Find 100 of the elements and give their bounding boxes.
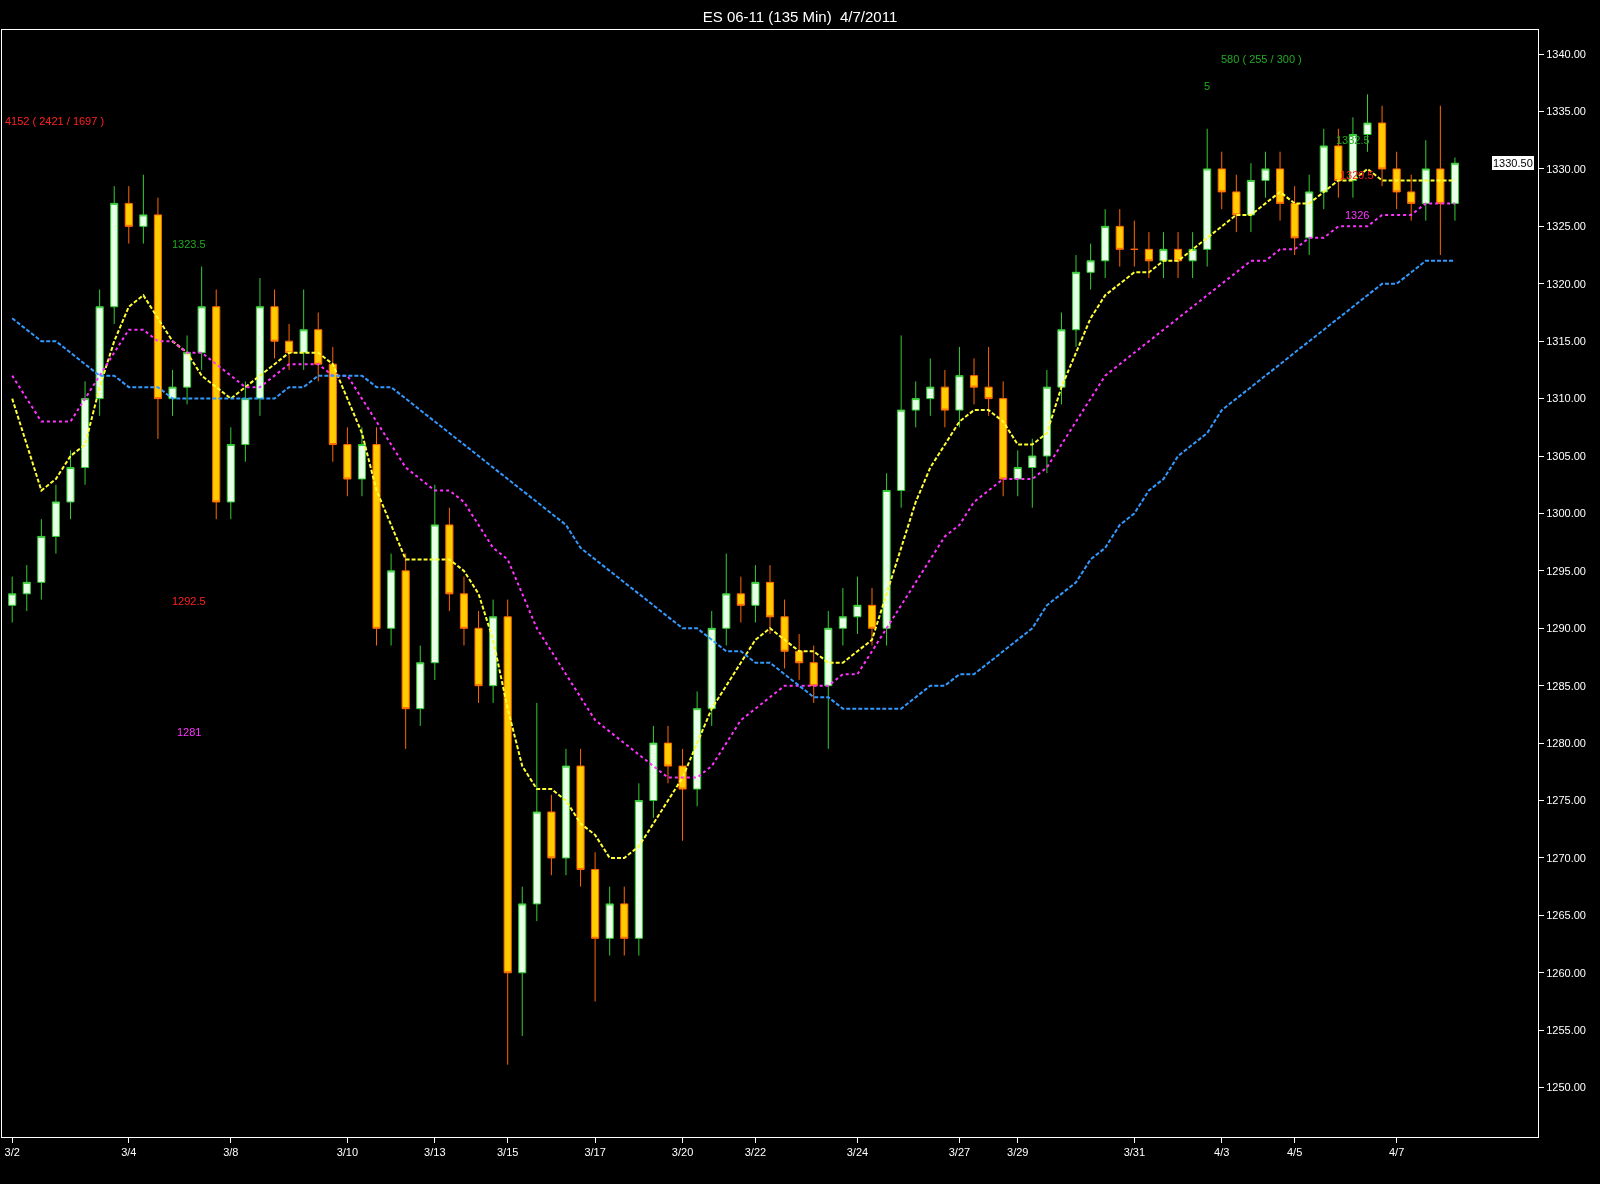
- y-tick-label: 1290.00: [1546, 622, 1586, 635]
- candlestick: [241, 380, 250, 463]
- text: 1330.50: [1493, 157, 1533, 169]
- annotation: 4152 ( 2421 / 1697 ): [5, 115, 105, 127]
- candlestick: [984, 346, 993, 417]
- y-tick-label: 1315.00: [1546, 335, 1586, 348]
- candlestick: [226, 426, 235, 520]
- candlestick: [1407, 174, 1416, 222]
- annotation: 1326: [1345, 209, 1370, 221]
- line-series: [11, 167, 1456, 859]
- x-tick-label: 3/4: [121, 1146, 137, 1159]
- x-tick-label: 3/8: [223, 1146, 239, 1159]
- candlestick: [824, 610, 833, 750]
- candlestick: [153, 197, 162, 440]
- x-tick-label: 4/7: [1388, 1146, 1405, 1159]
- candlestick: [22, 564, 31, 612]
- candlestick: [314, 311, 323, 382]
- candlestick: [999, 380, 1008, 497]
- candlestick: [853, 576, 862, 635]
- candlestick: [649, 725, 658, 819]
- candlestick: [416, 645, 425, 727]
- candlestick: [532, 702, 541, 922]
- x-tick-label: 3/31: [1123, 1146, 1146, 1159]
- candlestick: [576, 748, 585, 888]
- candlestick: [66, 449, 75, 520]
- candlestick: [168, 369, 177, 417]
- x-tick-label: 3/17: [584, 1146, 606, 1159]
- y-tick-label: 1270.00: [1546, 851, 1586, 864]
- candlestick: [1115, 208, 1124, 268]
- candlestick: [1173, 231, 1183, 279]
- candlestick: [1057, 311, 1066, 405]
- candlestick: [809, 645, 818, 704]
- chart-title: ES 06-11 (135 Min) 4/7/2011: [702, 8, 898, 26]
- candlestick: [1275, 151, 1285, 222]
- y-tick-label: 1300.00: [1546, 507, 1586, 520]
- candlestick: [1203, 128, 1212, 268]
- candlestick: [634, 782, 643, 957]
- candlestick: [285, 323, 294, 371]
- candlestick: [780, 599, 789, 669]
- x-tick-label: 3/27: [948, 1146, 971, 1159]
- candlestick: [969, 357, 979, 405]
- candlestick: [1261, 151, 1270, 199]
- x-tick-label: 3/29: [1007, 1146, 1029, 1159]
- annotation: 1281: [177, 726, 202, 738]
- candlestick: [197, 266, 206, 371]
- y-tick-label: 1335.00: [1546, 105, 1586, 118]
- candlestick: [707, 610, 716, 727]
- candlestick: [1392, 151, 1401, 210]
- candlestick: [693, 690, 702, 807]
- candlestick: [1101, 208, 1110, 279]
- candlestick: [838, 587, 847, 647]
- candlestick: [270, 289, 279, 359]
- x-tick-label: 3/13: [424, 1146, 446, 1159]
- candlestick: [867, 587, 877, 647]
- candlestick: [489, 599, 498, 704]
- candlestick: [299, 289, 308, 371]
- candlestick: [1028, 438, 1037, 509]
- candlestick: [255, 277, 265, 417]
- candlestick: [8, 576, 17, 624]
- y-tick-label: 1255.00: [1546, 1024, 1586, 1037]
- candlestick: [1246, 162, 1255, 233]
- candlestick: [751, 564, 760, 624]
- y-tick-label: 1260.00: [1546, 966, 1586, 979]
- candlestick: [387, 553, 396, 647]
- x-tick-label: 3/22: [744, 1146, 767, 1159]
- x-tick-label: 3/2: [4, 1146, 20, 1159]
- candlestick: [955, 346, 964, 428]
- candlestick: [183, 334, 192, 405]
- candlestick: [1159, 231, 1168, 279]
- candlestick: [124, 185, 133, 245]
- annotation: 5: [1204, 80, 1211, 92]
- candlestick: [139, 174, 148, 245]
- annotation: 580 ( 255 / 300 ): [1221, 53, 1302, 65]
- line-series: [11, 202, 1456, 779]
- candlestick: [474, 610, 483, 704]
- candlestick: [1436, 105, 1445, 256]
- y-tick-label: 1295.00: [1546, 564, 1586, 577]
- x-tick-label: 3/15: [496, 1146, 519, 1159]
- candlestick: [1378, 105, 1387, 187]
- candlestick: [328, 346, 337, 463]
- candlestick: [459, 576, 469, 647]
- candlestick: [81, 380, 90, 486]
- x-tick-label: 3/10: [336, 1146, 359, 1159]
- candlestick: [591, 851, 600, 1002]
- candlestick: [940, 369, 949, 428]
- candlestick: [445, 507, 454, 612]
- candlestick: [663, 725, 673, 784]
- candlestick: [620, 886, 629, 957]
- candlestick: [561, 748, 571, 876]
- candlestick: [736, 576, 745, 624]
- candlestick: [1290, 185, 1299, 256]
- candlestick: [897, 334, 906, 509]
- y-tick-label: 1310.00: [1546, 392, 1586, 405]
- candlestick: [110, 185, 119, 325]
- candlestick: [401, 553, 410, 750]
- x-tick-label: 4/3: [1214, 1146, 1230, 1159]
- y-tick-label: 1265.00: [1546, 909, 1586, 922]
- candlestick: [1071, 254, 1081, 348]
- y-tick-label: 1250.00: [1546, 1081, 1586, 1094]
- candlestick: [722, 553, 731, 647]
